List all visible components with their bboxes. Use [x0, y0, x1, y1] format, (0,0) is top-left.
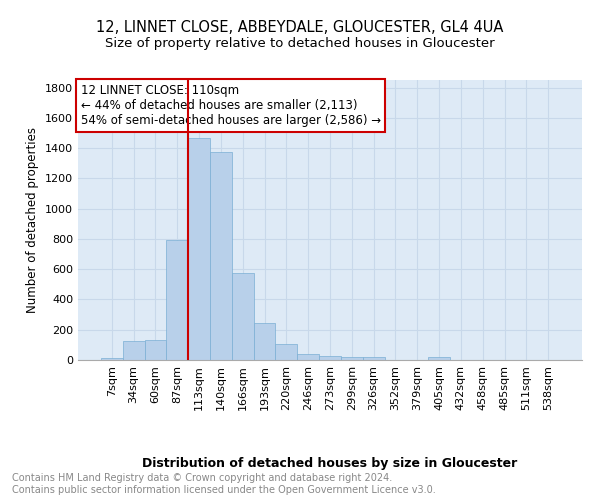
Bar — [297, 354, 319, 360]
Bar — [341, 357, 363, 360]
Bar — [428, 357, 450, 360]
Text: Size of property relative to detached houses in Gloucester: Size of property relative to detached ho… — [105, 38, 495, 51]
Bar — [145, 340, 166, 360]
Bar — [363, 358, 385, 360]
Bar — [166, 240, 188, 360]
Bar — [101, 358, 123, 360]
Bar — [232, 273, 254, 360]
Text: 12, LINNET CLOSE, ABBEYDALE, GLOUCESTER, GL4 4UA: 12, LINNET CLOSE, ABBEYDALE, GLOUCESTER,… — [97, 20, 503, 35]
Bar — [319, 356, 341, 360]
Text: 12 LINNET CLOSE: 110sqm
← 44% of detached houses are smaller (2,113)
54% of semi: 12 LINNET CLOSE: 110sqm ← 44% of detache… — [80, 84, 380, 127]
Bar — [210, 152, 232, 360]
Text: Contains HM Land Registry data © Crown copyright and database right 2024.
Contai: Contains HM Land Registry data © Crown c… — [12, 474, 436, 495]
Text: Distribution of detached houses by size in Gloucester: Distribution of detached houses by size … — [142, 458, 518, 470]
Y-axis label: Number of detached properties: Number of detached properties — [26, 127, 40, 313]
Bar — [123, 341, 145, 360]
Bar — [254, 323, 275, 360]
Bar — [188, 138, 210, 360]
Bar — [275, 344, 297, 360]
